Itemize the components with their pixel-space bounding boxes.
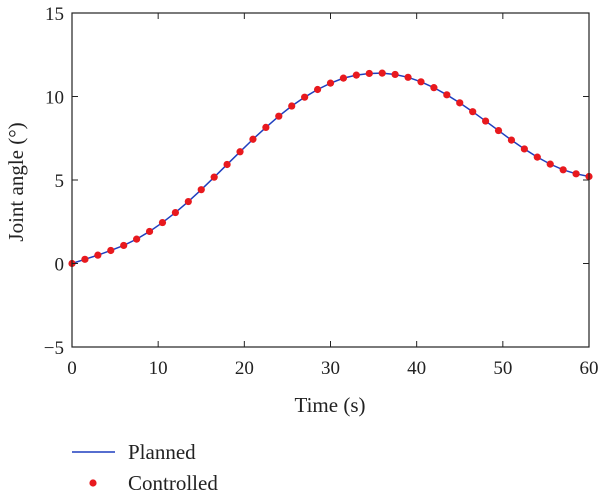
- x-tick-label: 50: [493, 358, 512, 379]
- controlled-point: [223, 160, 231, 169]
- controlled-point: [288, 102, 296, 110]
- plot-frame: [71, 12, 590, 348]
- controlled-point: [81, 255, 89, 263]
- controlled-point: [301, 93, 309, 101]
- legend-controlled-swatch: [89, 479, 97, 487]
- x-tick-label: 0: [67, 358, 77, 379]
- controlled-point: [275, 112, 283, 120]
- y-axis-label: Joint angle (°): [4, 122, 28, 241]
- controlled-point: [391, 70, 399, 79]
- controlled-point: [158, 218, 167, 227]
- x-tick-label: 30: [321, 358, 340, 379]
- controlled-point: [469, 108, 477, 116]
- controlled-point: [249, 135, 257, 143]
- controlled-point: [430, 84, 438, 92]
- controlled-point: [236, 148, 244, 156]
- y-tick-label: 0: [55, 255, 65, 276]
- legend: Planned Controlled: [72, 440, 218, 495]
- y-tick-label: 10: [45, 88, 64, 109]
- y-tick-label: 15: [45, 4, 64, 25]
- legend-planned-label: Planned: [128, 440, 196, 464]
- controlled-point: [533, 153, 541, 161]
- controlled-point: [546, 160, 554, 168]
- controlled-point: [482, 117, 490, 125]
- controlled-point: [197, 186, 205, 194]
- controlled-point: [572, 170, 580, 178]
- controlled-point: [378, 69, 386, 77]
- x-axis-label: Time (s): [295, 393, 366, 417]
- controlled-point: [145, 227, 154, 236]
- controlled-point: [107, 246, 115, 255]
- controlled-point: [210, 173, 218, 181]
- x-tick-label: 60: [580, 358, 599, 379]
- controlled-point: [313, 85, 322, 94]
- controlled-point: [507, 136, 516, 144]
- x-tick-label: 10: [149, 358, 168, 379]
- x-tick-label: 40: [407, 358, 426, 379]
- controlled-point: [365, 69, 373, 78]
- controlled-point: [262, 123, 270, 131]
- controlled-point: [133, 235, 141, 243]
- y-tick-label: 5: [55, 171, 65, 192]
- controlled-point: [339, 74, 348, 82]
- controlled-point: [94, 251, 102, 259]
- controlled-point: [171, 208, 179, 217]
- y-tick-label: −5: [44, 338, 64, 359]
- controlled-point: [404, 73, 412, 81]
- controlled-point: [559, 166, 567, 174]
- legend-controlled-label: Controlled: [128, 471, 218, 495]
- controlled-point: [456, 99, 464, 107]
- plot-area: [68, 69, 593, 268]
- controlled-point: [417, 78, 425, 86]
- controlled-point: [494, 126, 503, 135]
- controlled-point: [520, 145, 528, 153]
- controlled-point: [352, 71, 360, 79]
- controlled-point: [326, 79, 335, 87]
- controlled-point: [184, 197, 192, 206]
- controlled-point: [443, 91, 451, 99]
- controlled-point: [120, 241, 128, 250]
- x-tick-label: 20: [235, 358, 254, 379]
